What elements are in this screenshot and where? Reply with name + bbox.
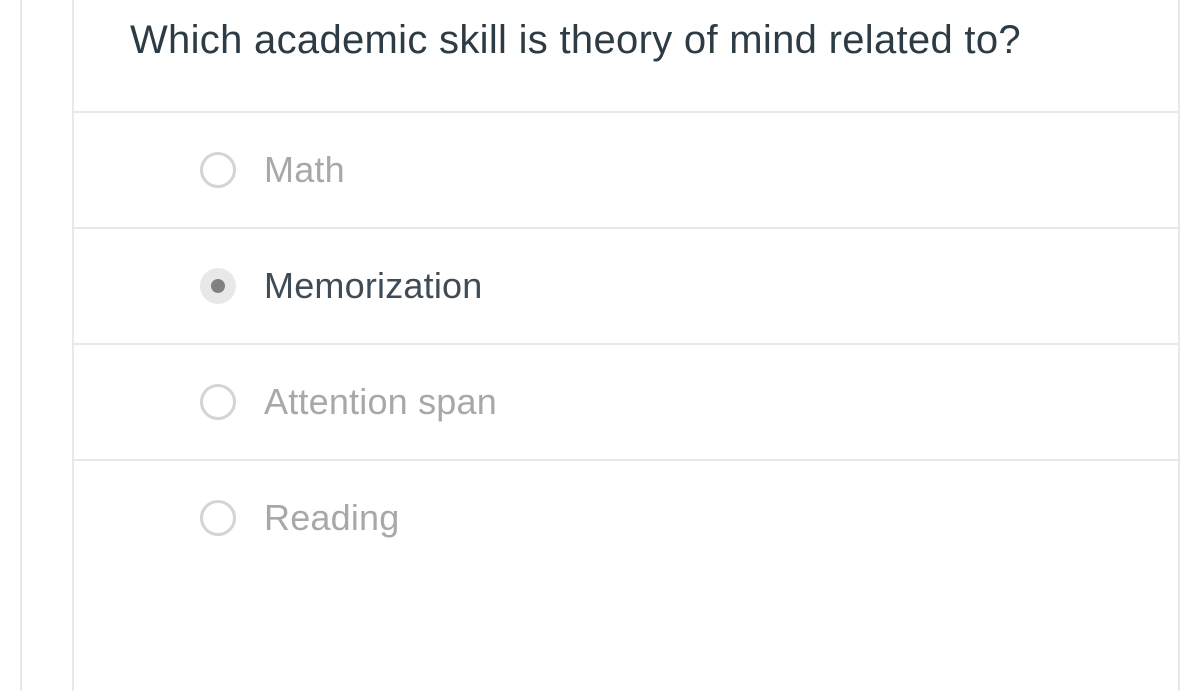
radio-memorization[interactable]	[200, 268, 236, 304]
radio-dot-icon	[211, 279, 225, 293]
radio-attention-span[interactable]	[200, 384, 236, 420]
option-label-reading: Reading	[264, 497, 400, 539]
option-math[interactable]: Math	[74, 111, 1178, 227]
option-label-memorization: Memorization	[264, 265, 482, 307]
radio-math[interactable]	[200, 152, 236, 188]
radio-reading[interactable]	[200, 500, 236, 536]
option-reading[interactable]: Reading	[74, 459, 1178, 575]
option-label-math: Math	[264, 149, 345, 191]
outer-right-border	[1178, 0, 1180, 691]
question-text: Which academic skill is theory of mind r…	[74, 0, 1178, 111]
question-container: Which academic skill is theory of mind r…	[74, 0, 1178, 575]
option-memorization[interactable]: Memorization	[74, 227, 1178, 343]
option-label-attention-span: Attention span	[264, 381, 497, 423]
option-attention-span[interactable]: Attention span	[74, 343, 1178, 459]
outer-left-border	[20, 0, 22, 691]
